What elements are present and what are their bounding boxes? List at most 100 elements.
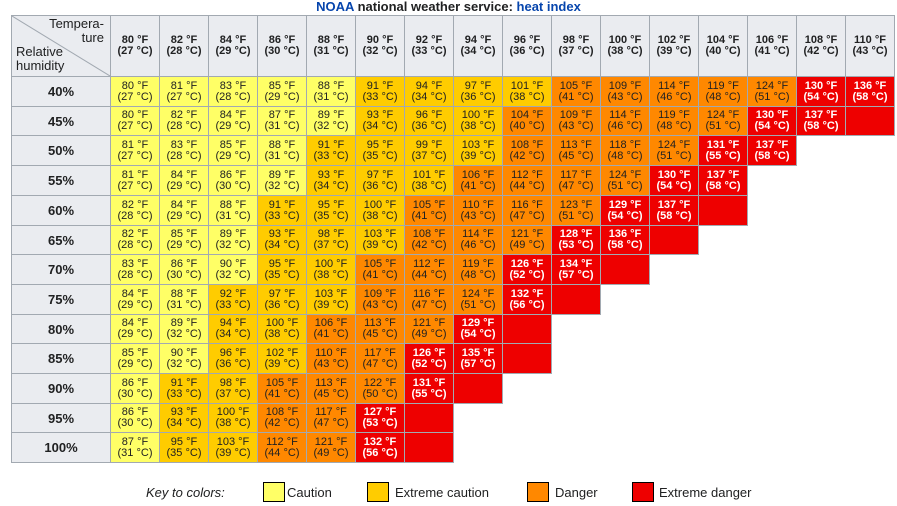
row-header-humidity: 60% (47, 203, 75, 218)
column-header-fahrenheit: 100 °F (608, 34, 642, 46)
title-org-link[interactable]: NOAA (316, 0, 354, 14)
heat-index-fahrenheit: 83 °F (170, 138, 198, 151)
heat-index-cell: 80 °F (27 °C) (110, 106, 160, 136)
column-header-fahrenheit: 80 °F (121, 34, 149, 46)
column-header-fahrenheit: 110 °F (854, 34, 886, 46)
heat-index-cell: 101 °F (38 °C) (502, 76, 552, 107)
heat-index-fahrenheit: 86 °F (121, 406, 149, 418)
heat-index-celsius: (55 °C) (705, 149, 741, 162)
heat-index-fahrenheit: 100 °F (363, 198, 397, 211)
heat-index-celsius: (32 °C) (215, 239, 251, 251)
heat-index-fahrenheit: 132 °F (510, 287, 544, 300)
column-header-celsius: (36 °C) (509, 45, 545, 57)
heat-index-cell: 110 °F (43 °C) (453, 195, 503, 226)
row-header-humidity: 50% (47, 143, 75, 158)
heat-index-fahrenheit: 130 °F (804, 79, 838, 92)
heat-index-cell: 116 °F (47 °C) (502, 195, 552, 226)
heat-index-cell: 100 °F (38 °C) (208, 403, 258, 433)
heat-index-cell: 100 °F (38 °C) (306, 254, 356, 285)
heat-index-fahrenheit: 89 °F (170, 317, 198, 329)
heat-index-cell: 137 °F (58 °C) (698, 165, 748, 196)
heat-index-fahrenheit: 114 °F (462, 228, 494, 240)
heat-index-fahrenheit: 97 °F (366, 168, 394, 181)
heat-index-fahrenheit: 84 °F (170, 168, 198, 181)
heat-index-celsius: (43 °C) (362, 298, 398, 311)
heat-index-fahrenheit: 95 °F (268, 257, 296, 270)
column-header-fahrenheit: 104 °F (706, 34, 740, 46)
heat-index-cell (502, 343, 552, 374)
heat-index-fahrenheit: 112 °F (511, 168, 543, 181)
heat-index-fahrenheit: 117 °F (364, 346, 396, 359)
title-topic-link[interactable]: heat index (516, 0, 581, 14)
column-header-celsius: (39 °C) (656, 45, 692, 57)
heat-index-celsius: (36 °C) (264, 298, 300, 311)
heat-index-cell: 118 °F (48 °C) (600, 135, 650, 166)
heat-index-fahrenheit: 116 °F (413, 287, 445, 300)
heat-index-cell: 131 °F (55 °C) (698, 135, 748, 166)
heat-index-fahrenheit: 110 °F (315, 346, 347, 359)
heat-index-celsius: (32 °C) (215, 268, 251, 281)
column-header: 94 °F (34 °C) (453, 15, 503, 77)
heat-index-celsius: (38 °C) (460, 120, 496, 132)
heat-index-fahrenheit: 108 °F (265, 406, 299, 418)
heat-index-celsius: (34 °C) (411, 90, 447, 103)
heat-index-fahrenheit: 81 °F (121, 138, 149, 151)
heat-index-cell: 113 °F (45 °C) (355, 314, 405, 344)
heat-index-cell: 100 °F (38 °C) (355, 195, 405, 226)
heat-index-cell (404, 403, 454, 433)
heat-index-celsius: (57 °C) (558, 268, 594, 281)
heat-index-cell: 88 °F (31 °C) (306, 76, 356, 107)
heat-index-cell: 85 °F (29 °C) (110, 343, 160, 374)
heat-index-cell: 136 °F (58 °C) (600, 225, 650, 255)
heat-index-fahrenheit: 117 °F (315, 406, 347, 418)
heat-index-cell: 122 °F (50 °C) (355, 373, 405, 404)
heat-index-cell: 91 °F (33 °C) (159, 373, 209, 404)
heat-index-celsius: (27 °C) (117, 149, 153, 162)
row-header: 45% (11, 106, 111, 136)
heat-index-celsius: (48 °C) (705, 90, 741, 103)
heat-index-celsius: (51 °C) (656, 149, 692, 162)
heat-index-fahrenheit: 91 °F (366, 79, 394, 92)
heat-index-fahrenheit: 131 °F (412, 376, 446, 389)
heat-index-celsius: (58 °C) (803, 120, 839, 132)
column-header: 110 °F (43 °C) (845, 15, 895, 77)
row-header: 90% (11, 373, 111, 404)
heat-index-fahrenheit: 95 °F (366, 138, 394, 151)
heat-index-celsius: (48 °C) (460, 268, 496, 281)
heat-index-fahrenheit: 127 °F (363, 406, 397, 418)
column-header-celsius: (38 °C) (607, 45, 643, 57)
heat-index-celsius: (46 °C) (607, 120, 643, 132)
heat-index-fahrenheit: 106 °F (314, 317, 348, 329)
heat-index-fahrenheit: 137 °F (706, 168, 740, 181)
heat-index-fahrenheit: 124 °F (657, 138, 691, 151)
heat-index-fahrenheit: 84 °F (170, 198, 198, 211)
heat-index-fahrenheit: 104 °F (510, 109, 544, 121)
column-header-celsius: (43 °C) (852, 45, 888, 57)
heat-index-celsius: (33 °C) (313, 149, 349, 162)
heat-index-cell: 82 °F (28 °C) (110, 195, 160, 226)
heat-index-cell: 83 °F (28 °C) (208, 76, 258, 107)
heat-index-fahrenheit: 103 °F (363, 228, 397, 240)
column-header-celsius: (41 °C) (754, 45, 790, 57)
column-header-fahrenheit: 88 °F (317, 34, 345, 46)
heat-index-celsius: (46 °C) (656, 90, 692, 103)
heat-index-cell: 105 °F (41 °C) (551, 76, 601, 107)
heat-index-celsius: (54 °C) (656, 179, 692, 192)
heat-index-cell: 84 °F (29 °C) (110, 284, 160, 315)
legend-swatch (367, 482, 389, 502)
heat-index-cell: 124 °F (51 °C) (698, 106, 748, 136)
column-header: 84 °F (29 °C) (208, 15, 258, 77)
heat-index-fahrenheit: 83 °F (121, 257, 149, 270)
heat-index-fahrenheit: 103 °F (461, 138, 495, 151)
heat-index-cell: 119 °F (48 °C) (698, 76, 748, 107)
heat-index-fahrenheit: 90 °F (219, 257, 247, 270)
heat-index-cell: 132 °F (56 °C) (355, 432, 405, 463)
heat-index-cell: 126 °F (52 °C) (404, 343, 454, 374)
heat-index-cell: 137 °F (58 °C) (747, 135, 797, 166)
heat-index-fahrenheit: 121 °F (412, 317, 446, 329)
heat-index-fahrenheit: 117 °F (560, 168, 592, 181)
heat-index-cell: 98 °F (37 °C) (208, 373, 258, 404)
heat-index-cell: 119 °F (48 °C) (453, 254, 503, 285)
heat-index-celsius: (42 °C) (264, 417, 300, 429)
column-header: 88 °F (31 °C) (306, 15, 356, 77)
